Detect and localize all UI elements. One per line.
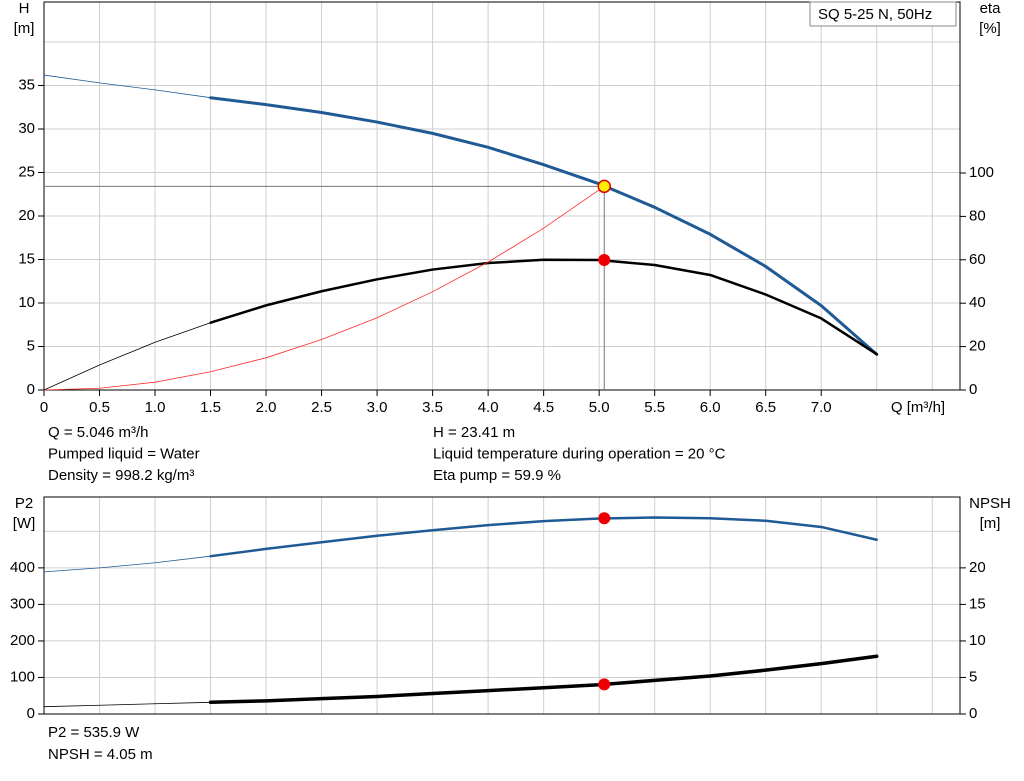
y2-tick-label: 60: [969, 251, 986, 268]
y2-tick-label: 20: [969, 338, 986, 355]
curve-emphasis: [208, 654, 879, 705]
y-tick-label: 20: [18, 207, 35, 224]
x-tick-label: 6.0: [700, 399, 721, 416]
y-tick-label: 0: [27, 381, 35, 398]
operating-point: [598, 512, 611, 525]
y-tick-label: 300: [10, 595, 35, 612]
x-tick-label: 5.5: [644, 399, 665, 416]
y-axis-label: H: [19, 0, 30, 17]
info-text: H = 23.41 m: [433, 424, 515, 441]
x-tick-label: 4.5: [533, 399, 554, 416]
x-tick-label: 0: [40, 399, 48, 416]
curve: [43, 186, 605, 391]
x-axis-label: Q [m³/h]: [891, 399, 945, 416]
plot-frame: [43, 496, 961, 715]
x-tick-label: 1.5: [200, 399, 221, 416]
y-axis-label: P2: [15, 495, 33, 512]
y2-tick-label: 80: [969, 207, 986, 224]
operating-point-y2: [598, 254, 611, 267]
y-tick-label: 15: [18, 250, 35, 267]
y-tick-label: 5: [27, 337, 35, 354]
y2-axis-label: [m]: [980, 515, 1001, 532]
info-text: Pumped liquid = Water: [48, 445, 200, 462]
info-text: NPSH = 4.05 m: [48, 746, 153, 763]
x-tick-label: 6.5: [755, 399, 776, 416]
x-tick-label: 5.0: [589, 399, 610, 416]
y2-tick-label: 40: [969, 294, 986, 311]
y2-tick-label: 20: [969, 559, 986, 576]
y-tick-label: 30: [18, 120, 35, 137]
x-tick-label: 1.0: [145, 399, 166, 416]
plot-frame: [43, 1, 961, 391]
y-tick-label: 25: [18, 163, 35, 180]
info-text: Eta pump = 59.9 %: [433, 467, 561, 484]
info-text: Q = 5.046 m³/h: [48, 424, 148, 441]
y2-tick-label: 0: [969, 705, 977, 722]
x-tick-label: 2.5: [311, 399, 332, 416]
info-text: Density = 998.2 kg/m³: [48, 467, 194, 484]
y-tick-label: 400: [10, 559, 35, 576]
y-tick-label: 10: [18, 294, 35, 311]
y2-axis-label: [%]: [979, 20, 1001, 37]
y2-tick-label: 0: [969, 381, 977, 398]
y2-tick-label: 10: [969, 632, 986, 649]
x-tick-label: 0.5: [89, 399, 110, 416]
x-tick-label: 2.0: [256, 399, 277, 416]
y-tick-label: 0: [27, 705, 35, 722]
operating-point: [597, 179, 612, 194]
x-tick-label: 3.5: [422, 399, 443, 416]
y-tick-label: 100: [10, 668, 35, 685]
curve-emphasis: [209, 258, 878, 356]
y-axis-label: [m]: [14, 20, 35, 37]
y2-axis-label: eta: [980, 0, 1002, 17]
x-tick-label: 3.0: [367, 399, 388, 416]
y2-tick-label: 15: [969, 595, 986, 612]
y2-tick-label: 5: [969, 668, 977, 685]
y-tick-label: 200: [10, 632, 35, 649]
y-tick-label: 35: [18, 76, 35, 93]
curve-emphasis: [209, 96, 879, 356]
y2-tick-label: 100: [969, 164, 994, 181]
x-tick-label: 7.0: [811, 399, 832, 416]
title-box: [809, 1, 957, 27]
x-tick-label: 4.0: [478, 399, 499, 416]
y-axis-label: [W]: [13, 515, 36, 532]
info-text: P2 = 535.9 W: [48, 724, 140, 741]
operating-point-y2: [598, 678, 611, 691]
curve-emphasis: [209, 516, 878, 558]
info-text: Liquid temperature during operation = 20…: [433, 445, 726, 462]
y2-axis-label: NPSH: [969, 495, 1011, 512]
chart-title: SQ 5-25 N, 50Hz: [818, 6, 932, 23]
